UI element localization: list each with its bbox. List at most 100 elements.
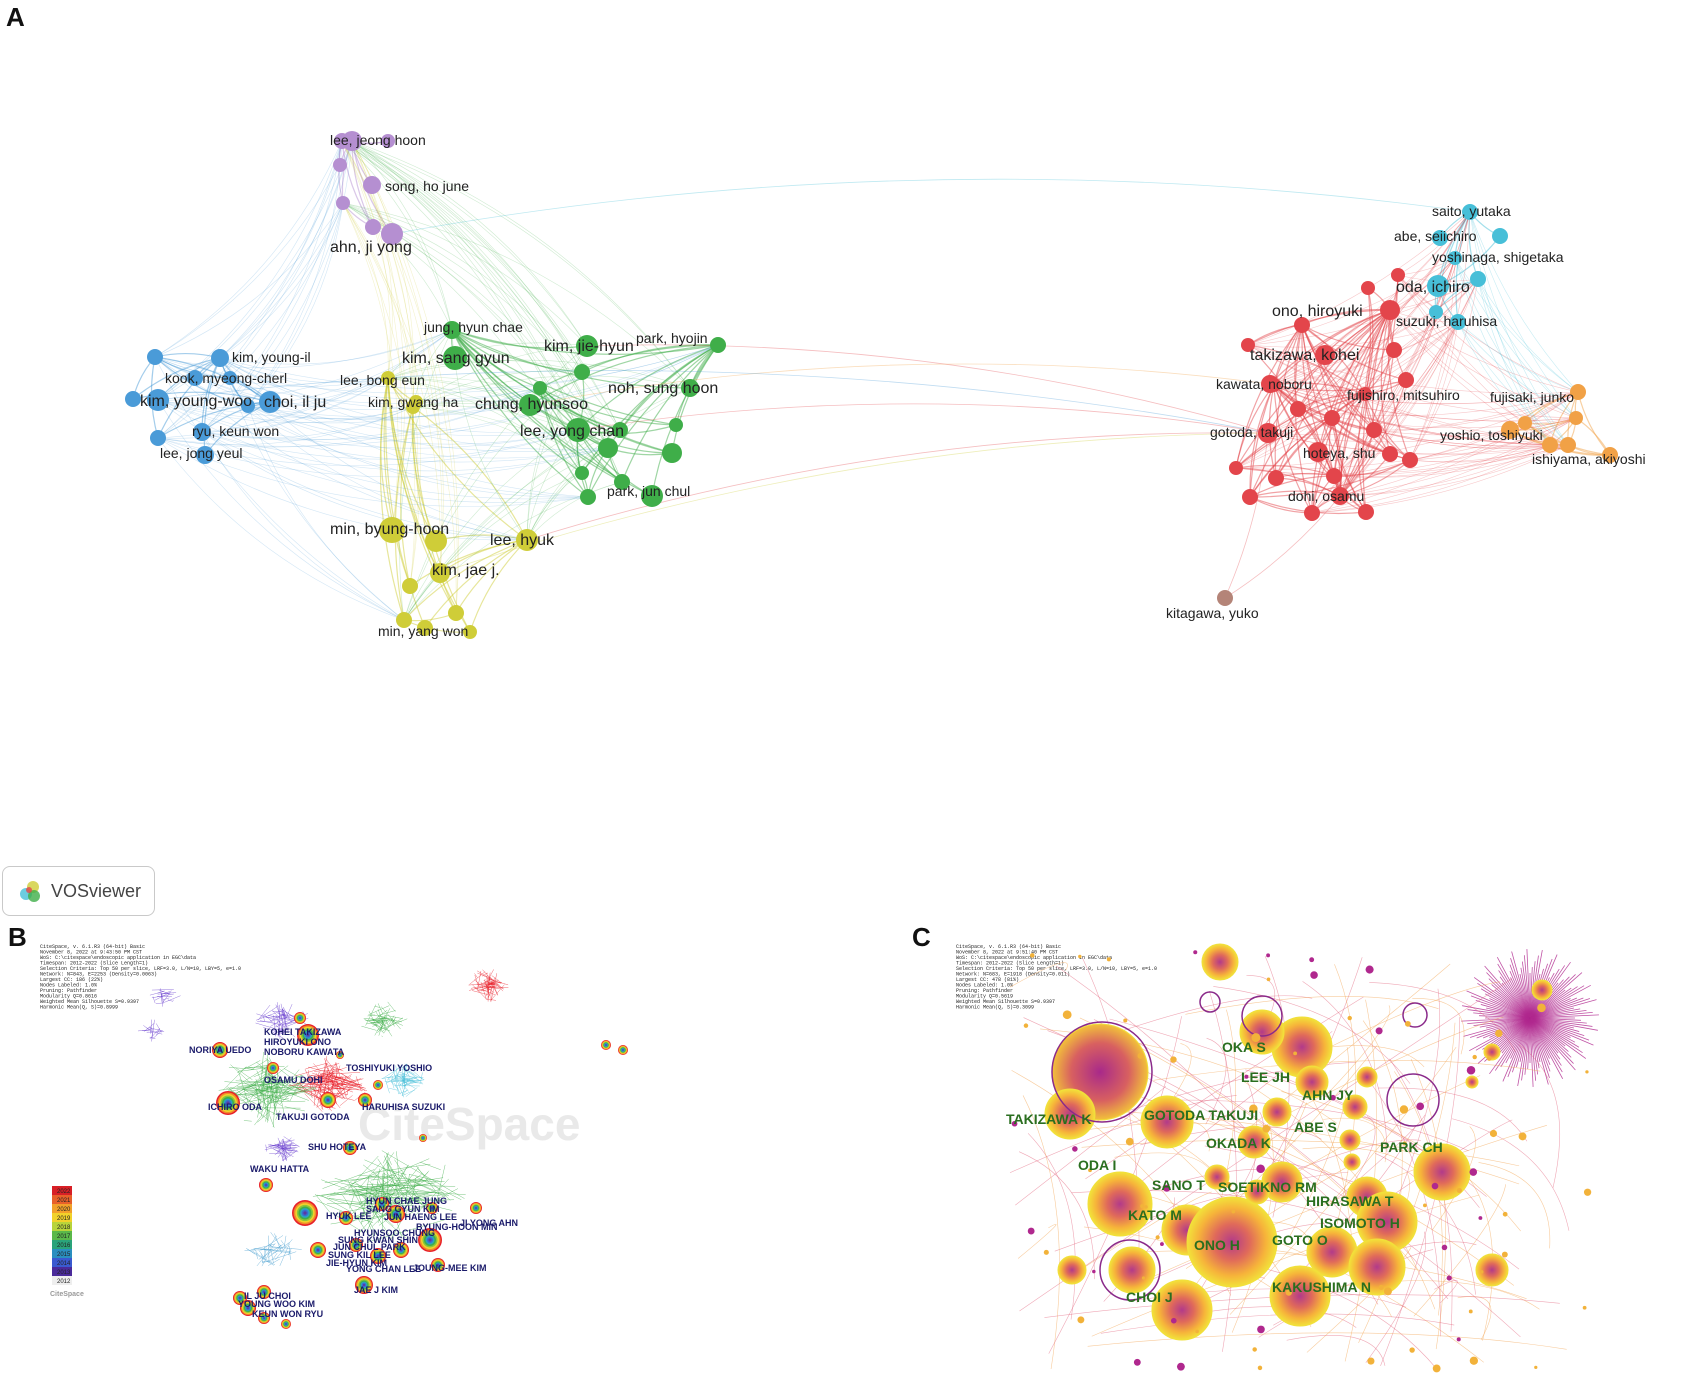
network-edge (1247, 344, 1569, 446)
edge (274, 1143, 291, 1156)
edge (282, 1009, 288, 1033)
edge (349, 1192, 355, 1209)
cited-node-small (1133, 1358, 1141, 1366)
edge (311, 1082, 330, 1090)
edge (370, 1023, 391, 1032)
edge (382, 1067, 401, 1079)
edge (371, 1172, 429, 1227)
edge (269, 1244, 272, 1248)
edge (149, 1028, 160, 1040)
network-node (381, 371, 395, 385)
edge (265, 1144, 267, 1152)
network-edge (219, 357, 589, 498)
network-edge (154, 202, 344, 358)
network-edge (342, 202, 453, 331)
edge (243, 1091, 262, 1097)
edge (1510, 957, 1531, 1019)
edge (377, 1010, 396, 1016)
network-edge (247, 405, 579, 445)
network-edge (1301, 324, 1395, 351)
edge (295, 1063, 340, 1077)
network-edge (1269, 383, 1551, 446)
node (422, 1137, 424, 1139)
cited-author-label: OKA S (1222, 1039, 1266, 1055)
network-edge (341, 140, 583, 373)
edge (392, 1069, 405, 1098)
network-edge (1333, 321, 1459, 477)
edge (238, 1070, 249, 1105)
node (303, 1211, 307, 1215)
network-node (448, 605, 464, 621)
cited-author-label: KAKUSHIMA N (1272, 1279, 1371, 1295)
edge (321, 1179, 383, 1203)
author-label: WAKU HATTA (250, 1164, 310, 1174)
edge (376, 1019, 391, 1031)
legend-year: 2017 (57, 1234, 71, 1240)
network-node (574, 364, 590, 380)
author-label: SUNG KIL LEE (328, 1250, 391, 1260)
edge (250, 1088, 280, 1112)
network-node (381, 223, 403, 245)
edge (1529, 1017, 1585, 1036)
network-node (1450, 314, 1466, 330)
edge (161, 992, 164, 1003)
network-edge (1235, 278, 1479, 469)
edge (254, 1114, 263, 1126)
edge (365, 1019, 375, 1021)
network-edge (341, 140, 583, 474)
network-edge (157, 370, 1269, 434)
node (263, 1291, 265, 1293)
edge (408, 1170, 430, 1195)
edge (485, 998, 496, 1001)
edge (283, 1068, 307, 1082)
author-label: TOSHIYUKI YOSHIO (346, 1063, 432, 1073)
edge (385, 1073, 406, 1084)
network-node (147, 389, 169, 411)
cited-node-small (1534, 1365, 1538, 1369)
edge (1087, 1332, 1567, 1350)
network-edge (1339, 444, 1551, 497)
network-edge (1235, 321, 1459, 469)
edge (1328, 1114, 1426, 1206)
node-label: kim, jie-hyun (544, 338, 634, 355)
edge (400, 1075, 406, 1078)
cited-node-small (1077, 1316, 1085, 1324)
network-edge (157, 202, 344, 439)
legend-year: 2016 (57, 1243, 71, 1249)
network-edge (1333, 444, 1551, 478)
edge (350, 1203, 396, 1211)
edge (283, 1136, 300, 1148)
cited-author-label: KATO M (1128, 1207, 1182, 1223)
edge (315, 1070, 335, 1085)
edge (330, 1078, 362, 1087)
edge (289, 1141, 292, 1150)
edge (274, 1239, 293, 1261)
cited-node-ring (1051, 1021, 1153, 1123)
edge (277, 1150, 283, 1158)
edge (331, 1074, 362, 1086)
network-edge (201, 431, 589, 503)
network-edge (391, 178, 1471, 235)
edge (226, 1087, 284, 1119)
edge (1529, 1017, 1574, 1064)
network-edge (1362, 309, 1391, 513)
network-edge (1311, 278, 1479, 514)
edge (149, 1036, 156, 1039)
cited-node-small (1231, 1209, 1236, 1214)
edge (364, 1159, 435, 1191)
network-edge (400, 406, 414, 587)
network-edge (1311, 417, 1577, 514)
citespace-b-watermark: CiteSpace (358, 1098, 580, 1150)
edge (279, 1078, 307, 1098)
network-edge (403, 371, 583, 621)
network-node (379, 517, 405, 543)
edge (1526, 949, 1531, 1019)
edge (1529, 1017, 1580, 1048)
edge (280, 1141, 291, 1144)
header-line: Selection Criteria: Top 50 per slice, LR… (40, 966, 241, 972)
cited-node-ring (1386, 1073, 1440, 1127)
node (239, 1297, 241, 1299)
network-edge (387, 377, 457, 614)
header-line: Largest CC: 478 (81%) (956, 977, 1019, 983)
edge (1524, 1017, 1531, 1075)
